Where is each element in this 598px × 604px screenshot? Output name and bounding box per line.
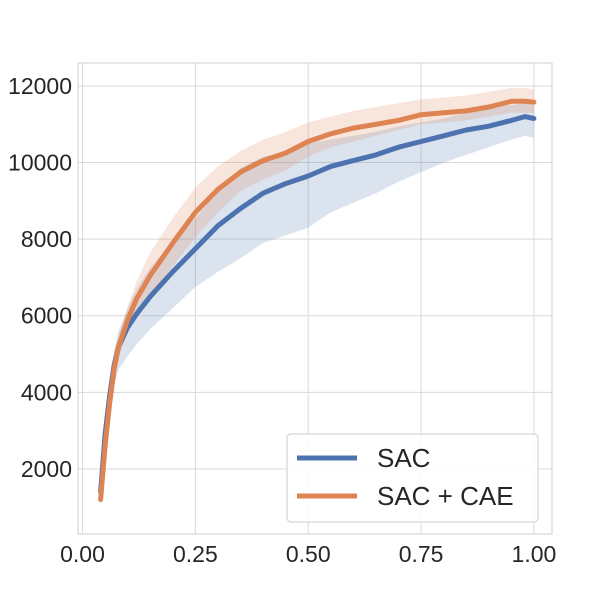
plot-frame — [77, 62, 553, 535]
y-tick-label: 12000 — [8, 73, 72, 99]
y-tick-label: 6000 — [21, 303, 72, 329]
x-tick-label: 0.00 — [60, 541, 105, 567]
y-tick-label: 4000 — [21, 379, 72, 405]
legend-label: SAC + CAE — [377, 481, 514, 511]
x-tick-label: 0.75 — [399, 541, 444, 567]
confidence-bands — [100, 87, 534, 508]
legend-label: SAC — [377, 443, 430, 473]
legend: SAC SAC + CAE — [286, 433, 539, 523]
x-tick-label: 0.25 — [173, 541, 218, 567]
band-sac — [100, 103, 534, 504]
line-sac-cae — [98, 98, 537, 502]
axes: 0.00 0.25 0.50 0.75 1.00 2000 4000 6000 8000 1000… — [8, 62, 557, 567]
y-tick-label: 2000 — [21, 456, 72, 482]
x-tick-label: 1.00 — [512, 541, 557, 567]
series-lines — [98, 98, 537, 502]
band-sac-cae — [100, 87, 534, 508]
y-tick-label: 10000 — [8, 150, 72, 176]
y-tick-label: 8000 — [21, 226, 72, 252]
x-tick-label: 0.50 — [286, 541, 331, 567]
